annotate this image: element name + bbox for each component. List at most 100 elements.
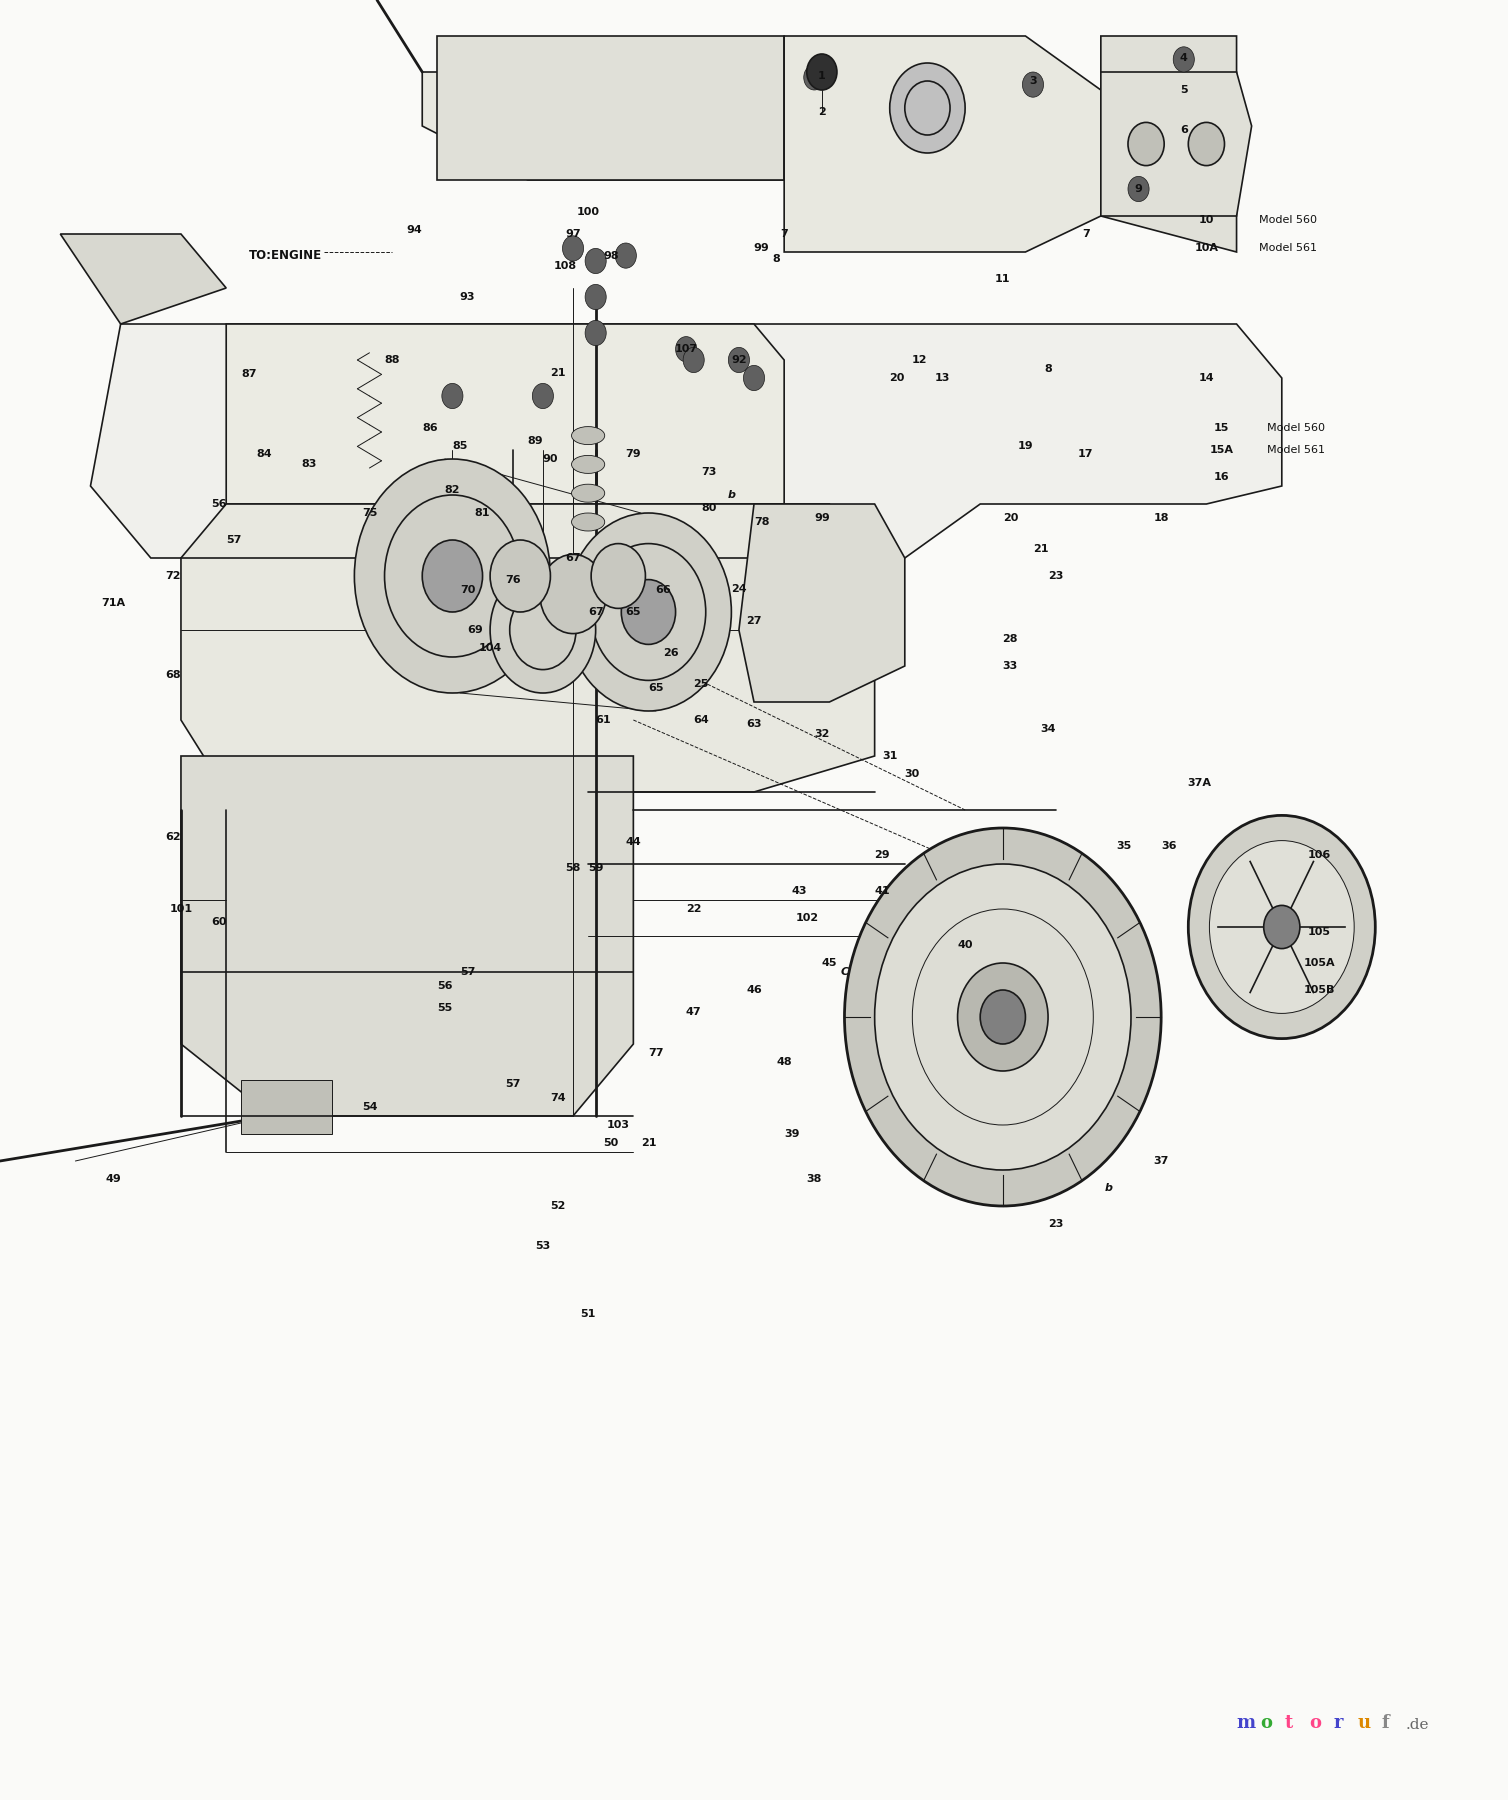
- Text: r: r: [1333, 1714, 1342, 1732]
- Polygon shape: [739, 504, 905, 702]
- Text: 76: 76: [505, 574, 520, 585]
- Text: 34: 34: [1041, 724, 1056, 734]
- Polygon shape: [1101, 72, 1252, 216]
- Text: 6: 6: [1179, 124, 1188, 135]
- Text: 43: 43: [792, 886, 807, 896]
- Text: 107: 107: [674, 344, 698, 355]
- Ellipse shape: [572, 455, 605, 473]
- Text: 78: 78: [754, 517, 769, 527]
- Text: 58: 58: [566, 862, 581, 873]
- Text: 24: 24: [731, 583, 746, 594]
- Circle shape: [540, 554, 606, 634]
- Text: 97: 97: [566, 229, 581, 239]
- Text: 47: 47: [686, 1006, 701, 1017]
- Text: 56: 56: [211, 499, 226, 509]
- Text: 93: 93: [460, 292, 475, 302]
- Circle shape: [1128, 176, 1149, 202]
- Text: 21: 21: [550, 367, 566, 378]
- Text: m: m: [1237, 1714, 1256, 1732]
- Text: 54: 54: [362, 1102, 377, 1112]
- Polygon shape: [422, 72, 784, 180]
- Text: 5: 5: [1179, 85, 1188, 95]
- Text: 27: 27: [746, 616, 762, 626]
- Text: 7: 7: [780, 229, 789, 239]
- Text: 86: 86: [422, 423, 437, 434]
- Text: 82: 82: [445, 484, 460, 495]
- Polygon shape: [90, 324, 1282, 558]
- Circle shape: [1209, 841, 1354, 1013]
- Text: 105: 105: [1307, 927, 1332, 938]
- Text: 21: 21: [641, 1138, 656, 1148]
- Text: 44: 44: [626, 837, 641, 848]
- Circle shape: [422, 540, 483, 612]
- Text: TO:ENGINE: TO:ENGINE: [249, 248, 321, 263]
- Text: b: b: [1104, 1183, 1113, 1193]
- Text: 39: 39: [784, 1129, 799, 1139]
- Text: 102: 102: [795, 913, 819, 923]
- Text: .de: .de: [1405, 1717, 1430, 1732]
- Text: 18: 18: [1154, 513, 1169, 524]
- Text: 31: 31: [882, 751, 897, 761]
- Text: 71A: 71A: [101, 598, 125, 608]
- Polygon shape: [241, 1080, 332, 1134]
- Text: 10A: 10A: [1194, 243, 1218, 254]
- Text: 52: 52: [550, 1201, 566, 1211]
- Text: 77: 77: [648, 1048, 664, 1058]
- Text: 15: 15: [1214, 423, 1229, 434]
- Circle shape: [354, 459, 550, 693]
- Text: u: u: [1357, 1714, 1371, 1732]
- Polygon shape: [1101, 36, 1237, 252]
- Text: Model 560: Model 560: [1259, 214, 1316, 225]
- Text: 99: 99: [754, 243, 769, 254]
- Circle shape: [844, 828, 1161, 1206]
- Text: 48: 48: [777, 1057, 792, 1067]
- Circle shape: [585, 320, 606, 346]
- Text: 50: 50: [603, 1138, 618, 1148]
- Text: 57: 57: [460, 967, 475, 977]
- Text: 7: 7: [1081, 229, 1090, 239]
- Text: 106: 106: [1307, 850, 1332, 860]
- Circle shape: [532, 383, 553, 409]
- Circle shape: [585, 248, 606, 274]
- Text: 63: 63: [746, 718, 762, 729]
- Text: 36: 36: [1161, 841, 1176, 851]
- Text: 21: 21: [1033, 544, 1048, 554]
- Text: 89: 89: [528, 436, 543, 446]
- Text: 66: 66: [656, 585, 671, 596]
- Text: 29: 29: [875, 850, 890, 860]
- Text: 55: 55: [437, 1003, 452, 1013]
- Text: 11: 11: [995, 274, 1010, 284]
- Text: 103: 103: [606, 1120, 630, 1130]
- Text: 83: 83: [302, 459, 317, 470]
- Text: 8: 8: [772, 254, 781, 265]
- Text: 69: 69: [467, 625, 483, 635]
- Ellipse shape: [572, 427, 605, 445]
- Text: 35: 35: [1116, 841, 1131, 851]
- Text: 25: 25: [694, 679, 709, 689]
- Text: 67: 67: [588, 607, 603, 617]
- Text: 38: 38: [807, 1174, 822, 1184]
- Text: 10: 10: [1199, 214, 1214, 225]
- Text: 56: 56: [437, 981, 452, 992]
- Circle shape: [807, 54, 837, 90]
- Text: 74: 74: [550, 1093, 566, 1103]
- Circle shape: [591, 544, 645, 608]
- Text: Model 561: Model 561: [1267, 445, 1324, 455]
- Text: 20: 20: [890, 373, 905, 383]
- Circle shape: [890, 63, 965, 153]
- Text: 32: 32: [814, 729, 829, 740]
- Circle shape: [615, 243, 636, 268]
- Text: 68: 68: [166, 670, 181, 680]
- Text: 99: 99: [814, 513, 829, 524]
- Text: 64: 64: [694, 715, 709, 725]
- Circle shape: [1022, 72, 1044, 97]
- Text: 17: 17: [1078, 448, 1093, 459]
- Circle shape: [490, 540, 550, 612]
- Text: 49: 49: [106, 1174, 121, 1184]
- Text: Model 560: Model 560: [1267, 423, 1324, 434]
- Text: 85: 85: [452, 441, 467, 452]
- Text: 92: 92: [731, 355, 746, 365]
- Text: 70: 70: [460, 585, 475, 596]
- Text: 65: 65: [648, 682, 664, 693]
- Text: C: C: [840, 967, 849, 977]
